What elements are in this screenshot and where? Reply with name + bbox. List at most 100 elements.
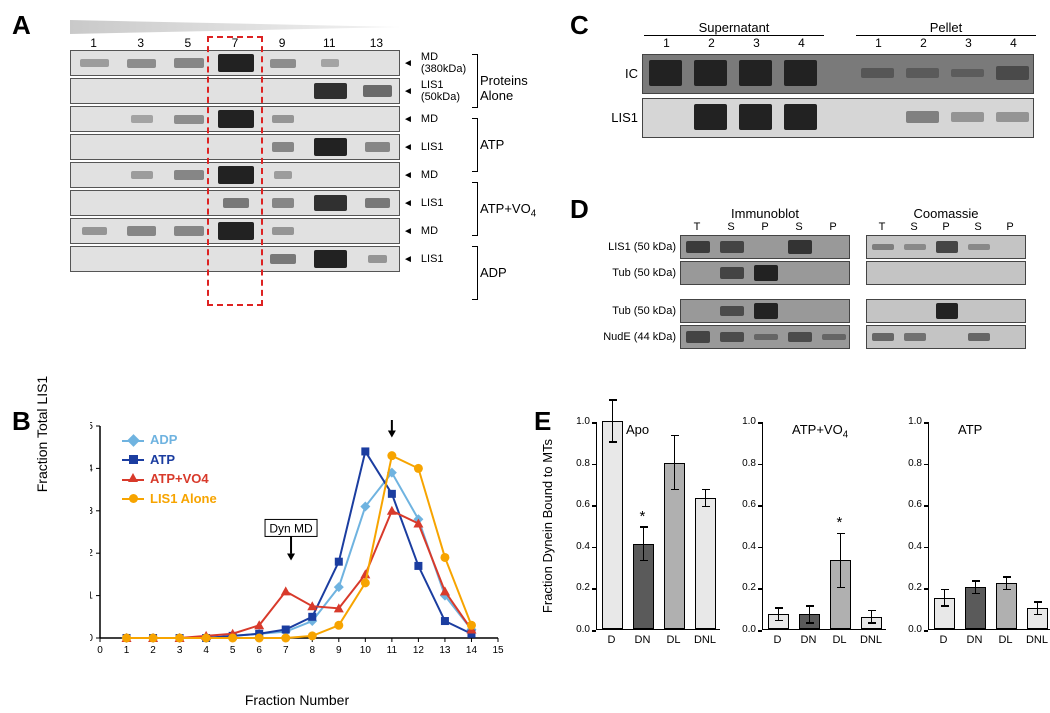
lane-label: S [962, 221, 994, 233]
condition-label: Proteins Alone [480, 73, 528, 103]
gel-band [686, 241, 710, 253]
x-label: DNL [860, 634, 881, 646]
gel-band [82, 227, 108, 235]
error-cap [941, 605, 949, 607]
bar-chart: *Apo0.00.20.40.60.81.0DDNDLDNL [564, 418, 724, 658]
y-tick [758, 422, 762, 424]
error-cap [868, 622, 876, 624]
svg-text:Dyn MD: Dyn MD [269, 521, 313, 535]
error-cap [640, 560, 648, 562]
error-bar [612, 400, 614, 442]
fraction-num: 9 [259, 36, 306, 50]
x-label: DL [995, 634, 1016, 646]
svg-text:4: 4 [203, 645, 209, 656]
chart-title: ATP [958, 422, 982, 437]
gel-band [951, 112, 985, 122]
gel-band [906, 111, 940, 124]
gel-band [174, 226, 203, 236]
y-tick-label: 1.0 [730, 416, 756, 427]
gel-band [131, 171, 153, 179]
error-bar [643, 527, 645, 560]
x-label: DN [632, 634, 653, 646]
legend-label: LIS1 Alone [150, 491, 217, 506]
gel-band [272, 142, 294, 152]
gel-strip [680, 325, 850, 349]
lane-label: S [898, 221, 930, 233]
error-cap [671, 435, 679, 437]
gradient-wedge [70, 20, 400, 34]
error-cap [941, 589, 949, 591]
error-cap [837, 587, 845, 589]
plot-area [928, 422, 1050, 630]
y-tick [592, 464, 596, 466]
legend-item: LIS1 Alone [122, 489, 217, 509]
svg-text:0.3: 0.3 [90, 506, 93, 517]
gel-row: IC [608, 52, 1038, 94]
svg-text:8: 8 [309, 645, 315, 656]
error-cap [702, 489, 710, 491]
error-cap [775, 620, 783, 622]
gel-row: NudE (44 kDa) [588, 325, 1038, 349]
gel-band [754, 265, 778, 281]
lane-num: 4 [991, 36, 1036, 50]
row-label: NudE (44 kDa) [588, 331, 680, 343]
y-tick [924, 588, 928, 590]
bracket [472, 54, 478, 108]
gel-band [174, 115, 203, 124]
gel-band [936, 241, 958, 253]
y-tick [758, 505, 762, 507]
band-label: MD(380kDa) [421, 51, 466, 75]
bracket [472, 182, 478, 236]
gel-band [904, 333, 926, 341]
gel-strip [70, 162, 400, 188]
error-cap [972, 580, 980, 582]
gel-band [788, 332, 812, 342]
panel-c: Supernatant Pellet 12341234 ICLIS1 [608, 20, 1038, 138]
legend-label: ATP+VO4 [150, 471, 209, 486]
error-bar [1037, 602, 1039, 614]
y-tick-label: 0.2 [564, 582, 590, 593]
panel-b: Fraction Total LIS1 Fraction Number 0123… [26, 414, 526, 710]
y-tick-label: 0.6 [564, 499, 590, 510]
x-label: DL [829, 634, 850, 646]
gel-band [784, 60, 818, 86]
svg-text:14: 14 [466, 645, 478, 656]
error-cap [775, 607, 783, 609]
fraction-num: 7 [211, 36, 258, 50]
gel-band [872, 333, 894, 342]
panel-e-ylabel: Fraction Dynein Bound to MTs [540, 416, 555, 636]
gel-strip [70, 134, 400, 160]
gel-band [936, 303, 958, 319]
condition-label: ATP [480, 137, 504, 152]
y-tick [924, 505, 928, 507]
arrowhead-icon: ◄ [403, 142, 413, 153]
chart-b-ylabel: Fraction Total LIS1 [34, 334, 50, 534]
gel-strip [866, 299, 1026, 323]
row-label: Tub (50 kDa) [588, 267, 680, 279]
y-tick-label: 0.4 [564, 541, 590, 552]
lane-label: S [714, 221, 748, 233]
x-label: DNL [1026, 634, 1047, 646]
error-cap [1034, 601, 1042, 603]
gel-band [788, 240, 812, 254]
lane-label: P [930, 221, 962, 233]
arrowhead-icon: ◄ [403, 58, 413, 69]
gel-band [754, 334, 778, 340]
y-tick-label: 0.0 [896, 624, 922, 635]
gel-band [218, 54, 255, 72]
gel-band [321, 59, 339, 66]
gel-stack-a: ◄MD(380kDa)◄LIS1(50kDa)◄MD◄LIS1◄MD◄LIS1◄… [36, 50, 516, 272]
panel-a: 135791113 ◄MD(380kDa)◄LIS1(50kDa)◄MD◄LIS… [36, 20, 516, 274]
x-label: D [767, 634, 788, 646]
y-tick [758, 588, 762, 590]
gel-band [822, 334, 846, 340]
svg-text:10: 10 [360, 645, 372, 656]
fraction-num: 3 [117, 36, 164, 50]
gel-strip [70, 218, 400, 244]
error-cap [609, 399, 617, 401]
y-tick-label: 0.6 [896, 499, 922, 510]
arrowhead-icon: ◄ [403, 170, 413, 181]
gel-band [720, 306, 744, 316]
gel-band [314, 195, 347, 212]
y-tick-label: 0.8 [730, 458, 756, 469]
